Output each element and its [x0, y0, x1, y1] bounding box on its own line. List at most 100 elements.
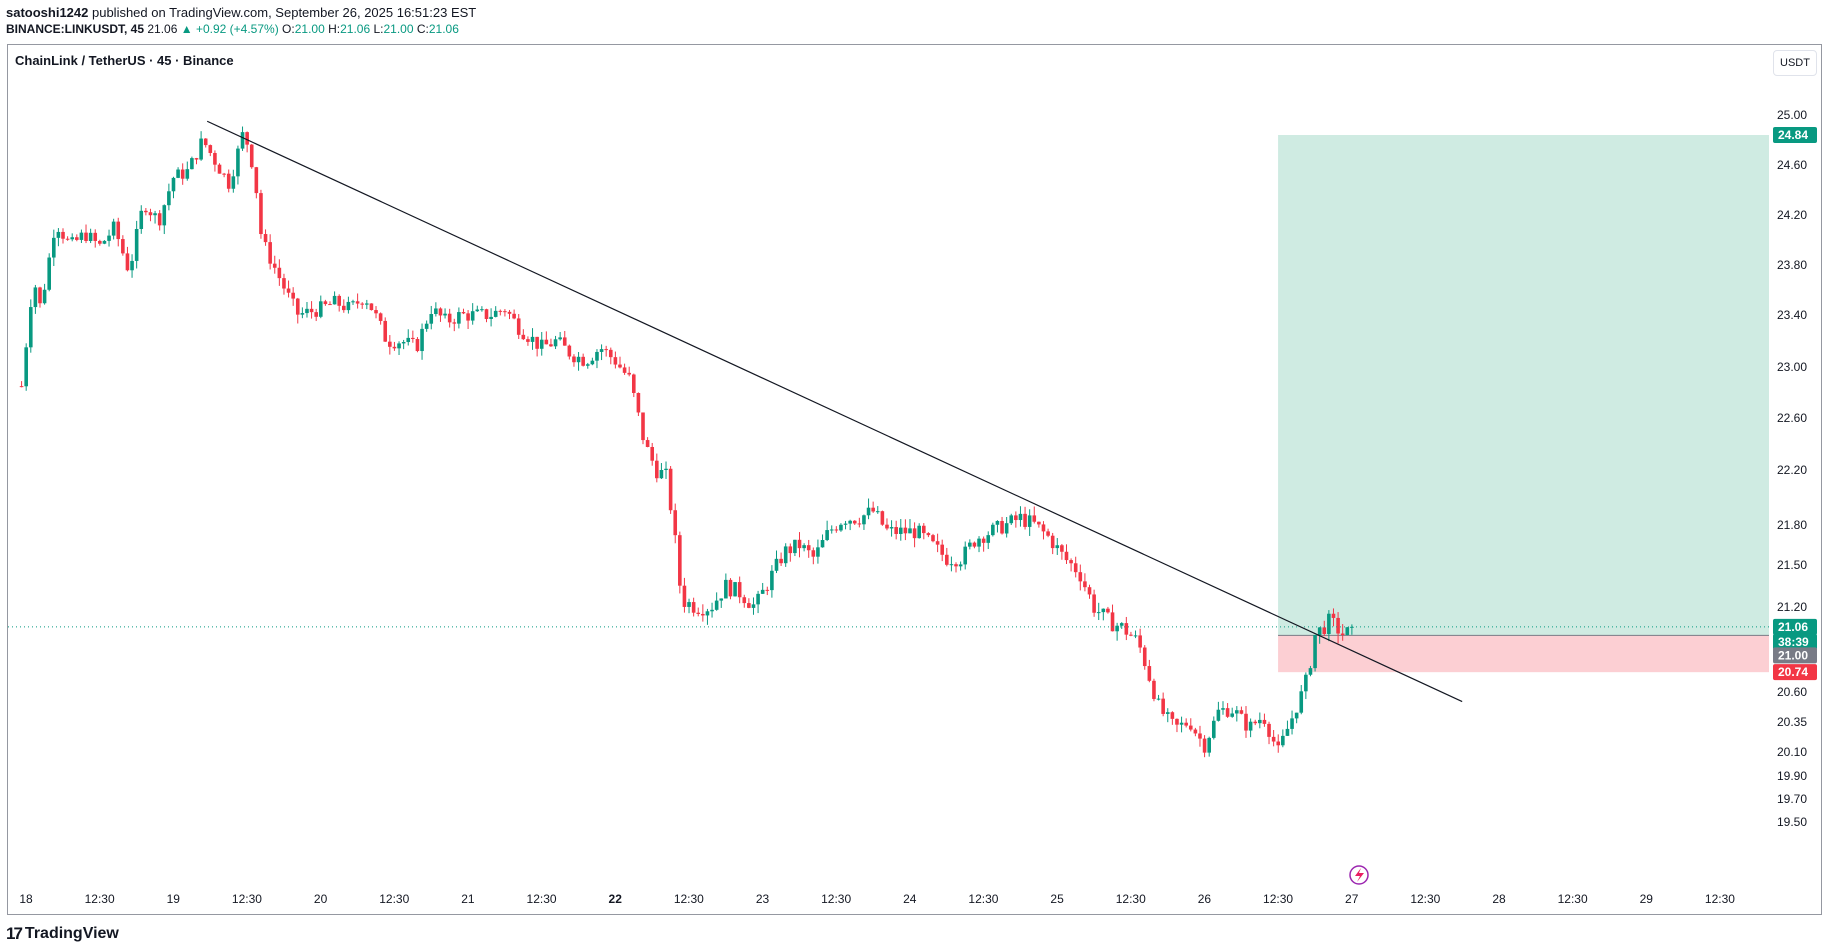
candle-body	[245, 132, 249, 145]
candle-body	[291, 292, 295, 299]
candle-body	[1018, 513, 1023, 521]
candle-body	[277, 267, 282, 279]
candle-body	[93, 232, 98, 241]
candle-body	[388, 341, 392, 347]
candle-body	[1281, 735, 1285, 746]
candle-body	[696, 612, 701, 614]
candle-body	[875, 511, 880, 513]
candle-body	[958, 564, 963, 567]
candle-body	[1294, 712, 1299, 719]
x-tick-label: 12:30	[1263, 892, 1293, 906]
candle-body	[171, 177, 176, 192]
flash-bolt-icon	[1355, 868, 1364, 882]
high-value: 21.06	[340, 22, 371, 36]
candle-body	[1216, 709, 1221, 721]
candle-body	[1078, 572, 1083, 582]
x-tick-label: 25	[1050, 892, 1064, 906]
x-tick-label: 23	[756, 892, 770, 906]
x-tick-label: 27	[1345, 892, 1359, 906]
candle-body	[585, 364, 590, 366]
flash-icon	[1349, 865, 1369, 885]
candle-body	[116, 221, 121, 240]
candle-body	[1248, 721, 1253, 731]
candle-body	[664, 468, 668, 471]
candle-body	[493, 310, 498, 317]
candle-body	[1064, 551, 1069, 561]
author-name: satooshi1242	[6, 5, 89, 20]
candle-body	[1027, 515, 1032, 527]
y-tick-label: 23.00	[1777, 360, 1807, 374]
candle-body	[765, 589, 770, 591]
candle-body	[829, 529, 834, 531]
candle-body	[871, 507, 875, 512]
candle-body	[719, 598, 724, 601]
candle-body	[420, 328, 424, 352]
candle-body	[148, 212, 153, 216]
candle-body	[742, 597, 747, 604]
candle-body	[461, 312, 466, 314]
x-tick-label: 21	[461, 892, 475, 906]
candle-body	[1156, 698, 1161, 700]
candle-body	[318, 301, 323, 317]
candle-body	[1092, 594, 1096, 613]
currency-button[interactable]: USDT	[1773, 50, 1817, 76]
candle-body	[636, 392, 641, 413]
candle-body	[1304, 674, 1308, 692]
candle-body	[1110, 612, 1115, 632]
candle-body	[820, 540, 825, 548]
candle-body	[144, 210, 148, 213]
candle-body	[107, 235, 111, 241]
candle-body	[595, 351, 599, 361]
candle-body	[1267, 723, 1271, 737]
candle-body	[995, 520, 1000, 525]
published-text: published on TradingView.com, September …	[88, 5, 477, 20]
candle-body	[733, 582, 737, 597]
stop-zone	[1278, 635, 1769, 673]
candle-body	[1133, 635, 1138, 637]
candle-body	[176, 169, 180, 178]
y-tick-label: 23.80	[1777, 258, 1807, 272]
y-tick-label: 21.20	[1777, 600, 1807, 614]
candle-body	[641, 412, 645, 441]
candle-body	[581, 356, 585, 366]
y-tick-label: 19.70	[1777, 792, 1807, 806]
candle-body	[309, 308, 314, 313]
candle-body	[1221, 708, 1225, 710]
candle-body	[1142, 647, 1147, 667]
candle-body	[1124, 623, 1129, 635]
candles	[19, 126, 1354, 758]
candle-body	[1239, 710, 1244, 714]
candle-body	[1175, 718, 1179, 725]
target-price-tag-bg	[1773, 127, 1817, 143]
y-tick-label: 24.20	[1777, 208, 1807, 222]
x-tick-label: 12:30	[1116, 892, 1146, 906]
candle-body	[240, 132, 245, 149]
candle-body	[756, 593, 760, 605]
candle-body	[374, 310, 378, 314]
x-tick-label: 12:30	[968, 892, 998, 906]
last-price-tag: 21.06	[1778, 620, 1808, 634]
candle-body	[203, 138, 208, 146]
candle-body	[503, 311, 507, 313]
candle-body	[535, 336, 539, 349]
candle-body	[977, 538, 981, 547]
candle-body	[1327, 613, 1331, 635]
candle-body	[1170, 712, 1175, 719]
candle-body	[134, 228, 139, 261]
candle-body	[898, 527, 903, 534]
candle-body	[1014, 515, 1018, 521]
candle-body	[544, 339, 549, 345]
candle-body	[300, 313, 305, 315]
candle-body	[1161, 698, 1165, 714]
candle-body	[1202, 738, 1207, 753]
candle-body	[1087, 587, 1092, 595]
y-tick-label: 20.35	[1777, 715, 1807, 729]
candle-body	[286, 288, 291, 293]
candle-body	[254, 167, 259, 194]
candle-body	[365, 303, 369, 305]
candle-body	[590, 360, 595, 365]
candle-body	[576, 356, 581, 363]
candle-body	[539, 339, 544, 349]
candle-body	[866, 507, 871, 516]
